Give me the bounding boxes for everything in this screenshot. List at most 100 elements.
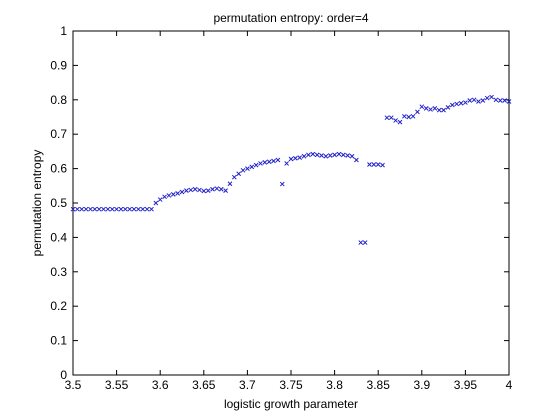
data-point-marker: [284, 161, 289, 166]
data-point-marker: [179, 189, 185, 195]
data-point-marker: [88, 206, 93, 212]
data-point-marker: [493, 97, 499, 103]
x-tick-label: 3.9: [413, 378, 430, 392]
data-point-marker: [384, 115, 390, 121]
data-point-marker: [354, 157, 359, 163]
data-point-marker: [201, 188, 207, 194]
data-point-marker: [441, 107, 446, 113]
data-point-marker: [136, 206, 141, 212]
data-point-marker: [380, 162, 385, 168]
data-point-marker: [75, 206, 80, 212]
data-point-marker: [175, 191, 180, 196]
x-tick-label: 3.75: [279, 378, 303, 392]
data-point-marker: [101, 206, 106, 212]
data-point-marker: [415, 109, 420, 115]
data-point-marker: [144, 206, 150, 212]
data-point-marker: [131, 206, 137, 212]
data-point-marker: [92, 206, 98, 212]
data-point-marker: [367, 162, 372, 167]
data-point-marker: [327, 153, 333, 158]
data-point-marker: [223, 188, 228, 193]
data-point-marker: [436, 107, 442, 113]
data-point-marker: [506, 99, 512, 104]
data-point-marker: [162, 194, 167, 200]
data-point-marker: [210, 186, 215, 192]
chart-title: permutation entropy: order=4: [213, 11, 368, 25]
y-tick-label: 0.2: [50, 299, 67, 313]
data-point-marker: [410, 113, 416, 119]
data-point-marker: [262, 160, 268, 165]
data-point-marker: [188, 187, 194, 193]
y-tick-label: 0.5: [50, 196, 67, 210]
data-point-marker: [423, 106, 429, 111]
data-point-marker: [105, 206, 111, 212]
data-point-marker: [236, 171, 242, 177]
data-point-marker: [484, 95, 490, 101]
data-point-marker: [388, 115, 394, 121]
data-point-marker: [70, 206, 76, 212]
data-point-marker: [109, 206, 115, 212]
y-tick-label: 1: [60, 24, 67, 38]
plot-area: [72, 30, 510, 376]
x-tick-label: 4: [506, 378, 513, 392]
data-point-marker: [231, 174, 237, 180]
data-point-marker: [340, 152, 346, 158]
data-point-marker: [245, 166, 250, 171]
data-point-marker: [79, 206, 85, 212]
data-point-marker: [306, 152, 311, 158]
data-point-marker: [149, 206, 154, 212]
data-point-marker: [471, 97, 477, 103]
data-point-marker: [288, 156, 294, 162]
data-point-marker: [428, 107, 433, 112]
data-point-marker: [118, 206, 124, 212]
y-tick-label: 0.7: [50, 127, 67, 141]
data-point-marker: [345, 153, 351, 158]
data-point-marker: [258, 161, 263, 166]
y-tick-label: 0.4: [50, 230, 67, 244]
axis-ticks: 3.5 3.55 3.6 3.65 3.7 3.75 3.8 3.85 3.9 3.95 4 0 0.1…: [50, 24, 512, 392]
data-point-marker: [314, 152, 320, 158]
data-point-marker: [227, 181, 233, 187]
data-point-marker: [336, 151, 342, 157]
data-point-marker: [349, 153, 355, 159]
data-point-marker: [445, 105, 451, 110]
data-point-marker: [83, 206, 89, 212]
data-point-marker: [127, 206, 133, 212]
data-point-marker: [463, 100, 468, 105]
data-point-marker: [371, 162, 377, 167]
data-points: [70, 94, 512, 245]
x-tick-label: 3.65: [192, 378, 216, 392]
data-point-marker: [397, 119, 403, 125]
x-tick-label: 3.8: [326, 378, 343, 392]
data-point-marker: [122, 206, 128, 212]
data-point-marker: [402, 113, 407, 119]
data-point-marker: [467, 98, 473, 103]
data-point-marker: [419, 104, 425, 110]
x-tick-label: 3.85: [367, 378, 391, 392]
y-tick-label: 0: [60, 368, 67, 382]
y-tick-label: 0.1: [50, 334, 67, 348]
data-point-marker: [157, 197, 163, 202]
data-point-marker: [205, 188, 211, 193]
data-point-marker: [271, 158, 276, 164]
data-point-marker: [310, 151, 316, 157]
data-point-marker: [323, 153, 329, 159]
data-point-marker: [301, 153, 307, 159]
data-point-marker: [319, 153, 324, 158]
data-point-marker: [358, 240, 364, 245]
y-tick-label: 0.8: [50, 93, 67, 107]
x-axis-label: logistic growth parameter: [224, 397, 358, 411]
data-point-marker: [275, 157, 281, 163]
data-point-marker: [458, 100, 464, 106]
x-tick-label: 3.7: [239, 378, 256, 392]
data-point-marker: [454, 101, 460, 107]
data-point-marker: [489, 94, 494, 100]
y-tick-label: 0.3: [50, 265, 67, 279]
data-point-marker: [279, 181, 285, 187]
data-point-marker: [480, 98, 486, 103]
data-point-marker: [214, 186, 220, 191]
y-tick-label: 0.6: [50, 162, 67, 176]
data-point-marker: [406, 114, 412, 120]
data-point-marker: [375, 162, 381, 167]
data-point-marker: [502, 98, 507, 103]
